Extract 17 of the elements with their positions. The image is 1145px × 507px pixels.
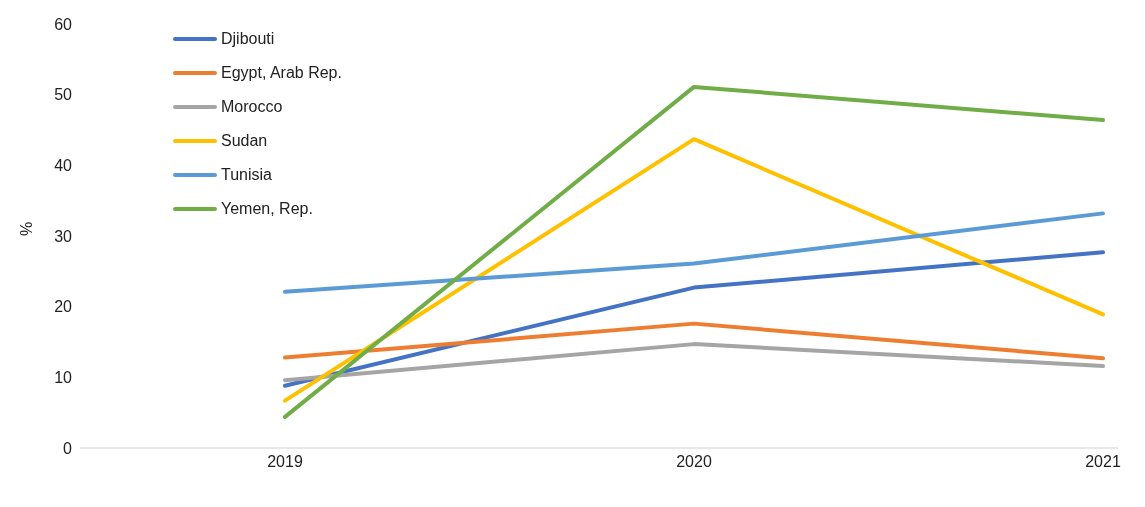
y-tick-label: 40 bbox=[54, 157, 73, 175]
legend-label: Yemen, Rep. bbox=[221, 200, 313, 218]
y-tick-label: 10 bbox=[54, 369, 73, 387]
legend-label: Djibouti bbox=[221, 30, 275, 48]
y-tick-label: 20 bbox=[54, 298, 73, 316]
y-tick-label: 60 bbox=[54, 15, 73, 33]
y-tick-label: 50 bbox=[54, 86, 73, 104]
x-tick-label: 2021 bbox=[1085, 453, 1121, 471]
legend-label: Sudan bbox=[221, 132, 268, 150]
legend-label: Tunisia bbox=[221, 166, 272, 184]
x-tick-label: 2020 bbox=[676, 453, 712, 471]
y-tick-label: 0 bbox=[63, 439, 73, 457]
y-tick-label: 30 bbox=[54, 227, 73, 245]
legend-label: Morocco bbox=[221, 98, 283, 116]
y-axis-title: % bbox=[17, 221, 35, 236]
legend-label: Egypt, Arab Rep. bbox=[221, 64, 342, 82]
x-tick-label: 2019 bbox=[267, 453, 303, 471]
